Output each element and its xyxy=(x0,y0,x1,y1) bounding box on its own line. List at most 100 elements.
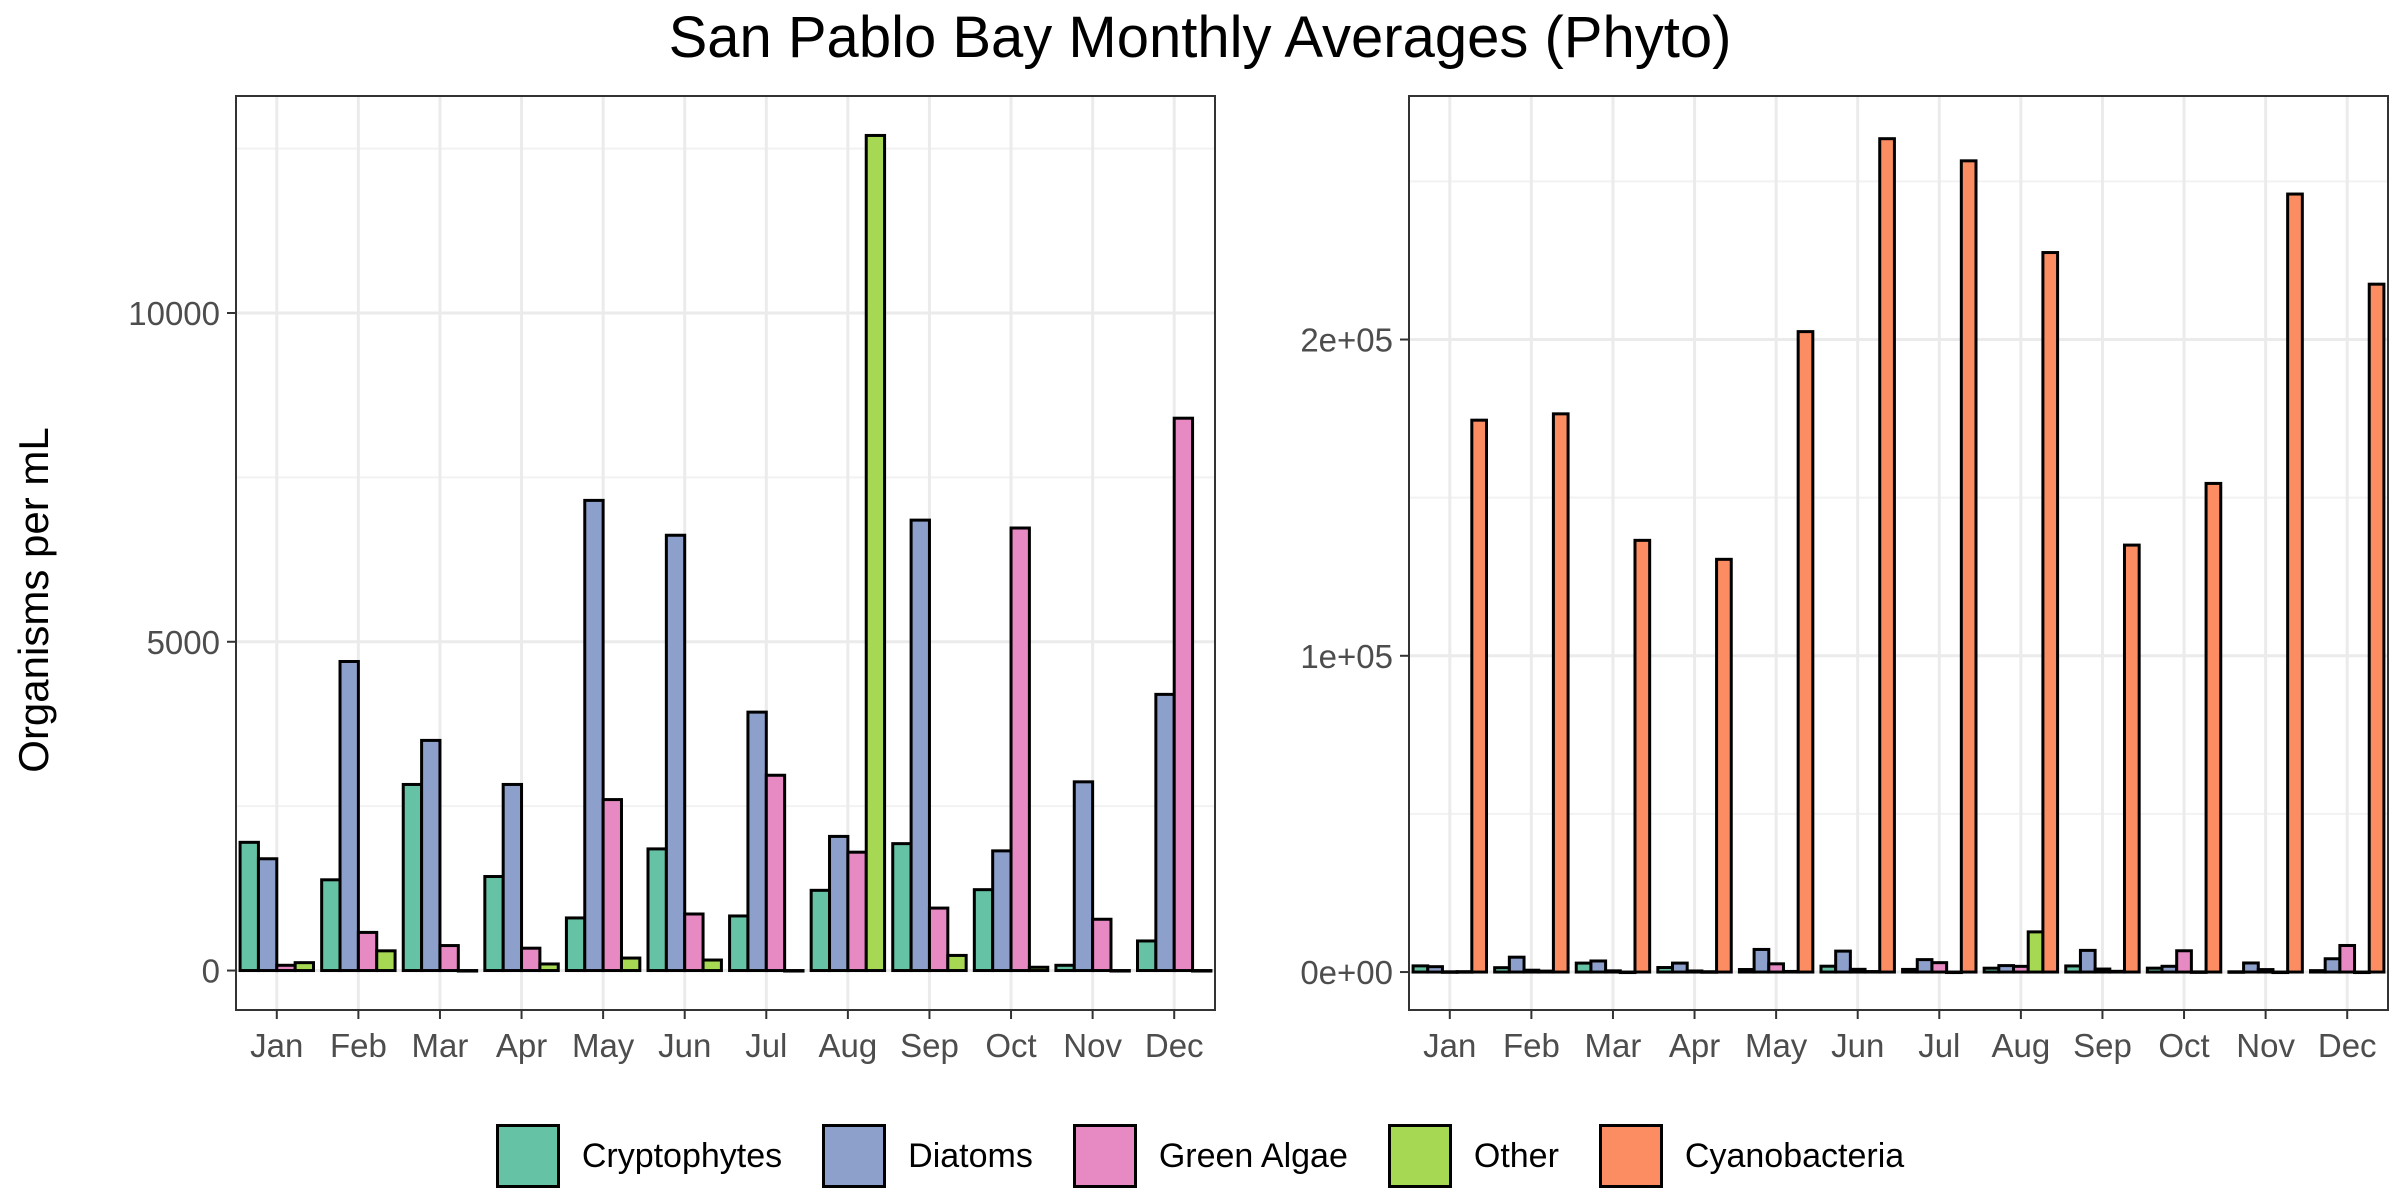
bar-cryptophytes-apr xyxy=(1656,966,1675,974)
legend-label: Diatoms xyxy=(908,1136,1033,1175)
x-tick-label: Aug xyxy=(819,1027,878,1064)
bar-other-jun xyxy=(701,958,723,973)
x-tick-label: Apr xyxy=(1669,1027,1720,1064)
bar-green-algae-jul xyxy=(764,773,787,973)
bar-cryptophytes-mar xyxy=(1574,961,1593,974)
bar-cyanobacteria-feb xyxy=(1551,412,1570,974)
bar-green-algae-feb xyxy=(1522,968,1541,974)
x-tick-label: Jun xyxy=(1831,1027,1884,1064)
legend-item-cyanobacteria: Cyanobacteria xyxy=(1598,1124,1905,1188)
legend-item-other: Other xyxy=(1387,1124,1559,1188)
bar-green-algae-mar xyxy=(1604,969,1622,974)
legend-item-diatoms: Diatoms xyxy=(822,1124,1033,1188)
bar-cryptophytes-sep xyxy=(891,842,913,973)
x-tick-label: Jan xyxy=(1423,1027,1476,1064)
x-tick-label: Oct xyxy=(2158,1027,2209,1064)
bar-other-apr xyxy=(538,962,560,973)
bar-cyanobacteria-dec xyxy=(2367,282,2386,974)
bar-cryptophytes-oct xyxy=(972,888,995,973)
bar-green-algae-apr xyxy=(520,946,542,973)
x-tick-label: Apr xyxy=(496,1027,547,1064)
x-tick-label: Oct xyxy=(985,1027,1036,1064)
x-tick-label: Mar xyxy=(1585,1027,1642,1064)
bar-cyanobacteria-apr xyxy=(1715,557,1733,974)
bar-diatoms-jan xyxy=(256,857,279,973)
bar-diatoms-feb xyxy=(1507,955,1526,974)
x-tick-label: Nov xyxy=(1063,1027,1122,1064)
bar-other-feb xyxy=(1537,969,1555,974)
bar-diatoms-feb xyxy=(338,659,360,973)
bar-green-algae-sep xyxy=(927,906,950,973)
bar-green-algae-jun xyxy=(683,912,705,973)
y-tick-label: 1e+05 xyxy=(1300,638,1393,675)
bar-other-sep xyxy=(2108,969,2126,974)
legend-key-cryptophytes xyxy=(495,1124,560,1188)
bar-green-algae-aug xyxy=(846,850,868,973)
bar-diatoms-sep xyxy=(909,518,931,973)
bar-cryptophytes-dec xyxy=(2308,969,2327,974)
bar-green-algae-sep xyxy=(2093,967,2112,974)
legend-label: Cyanobacteria xyxy=(1684,1136,1905,1175)
bar-other-oct xyxy=(1027,965,1050,973)
legend-key-other xyxy=(1387,1124,1452,1188)
bar-diatoms-apr xyxy=(501,782,524,973)
bar-other-may xyxy=(1781,969,1800,974)
bar-diatoms-jul xyxy=(746,710,768,973)
legend: Cryptophytes Diatoms Green Algae Other C… xyxy=(0,1116,2400,1196)
chart-area: 0 5000 10000 Jan Feb Mar Apr May Jun Jul Aug Sep Oct… xyxy=(128,95,2389,1064)
bar-diatoms-mar xyxy=(420,738,442,973)
bar-other-oct xyxy=(2189,970,2208,974)
bar-green-algae-dec xyxy=(1172,416,1195,973)
bar-diatoms-jun xyxy=(1834,949,1852,974)
bar-cyanobacteria-jun xyxy=(1878,137,1896,974)
bar-cyanobacteria-jan xyxy=(1470,418,1489,974)
bar-green-algae-nov xyxy=(1091,917,1113,973)
legend-label: Cryptophytes xyxy=(581,1136,783,1175)
bar-diatoms-nov xyxy=(2242,961,2260,974)
bar-diatoms-sep xyxy=(2078,948,2097,974)
x-tick-label: Jan xyxy=(250,1027,303,1064)
bar-cryptophytes-oct xyxy=(2145,966,2164,974)
bar-cryptophytes-dec xyxy=(1135,939,1158,973)
panel-border xyxy=(235,95,1216,1011)
bar-diatoms-aug xyxy=(828,834,850,973)
chart-title: San Pablo Bay Monthly Averages (Phyto) xyxy=(668,5,1732,70)
bar-green-algae-feb xyxy=(356,930,379,973)
bar-diatoms-may xyxy=(1752,947,1771,974)
x-tick-label: May xyxy=(572,1027,635,1064)
bar-green-algae-mar xyxy=(438,944,460,973)
bar-other-jul xyxy=(1945,970,1963,975)
legend-key-cyanobacteria xyxy=(1598,1124,1663,1188)
bar-other-jan xyxy=(293,961,316,973)
x-tick-label: Aug xyxy=(1992,1027,2051,1064)
bar-cyanobacteria-aug xyxy=(2041,251,2060,974)
x-tick-label: May xyxy=(1745,1027,1808,1064)
bar-other-feb xyxy=(375,949,397,973)
bar-green-algae-jul xyxy=(1930,961,1949,974)
x-tick-label: Nov xyxy=(2236,1027,2295,1064)
bar-green-algae-may xyxy=(1767,962,1785,974)
y-tick-label: 0 xyxy=(202,953,220,990)
bar-cryptophytes-jun xyxy=(646,847,668,973)
panel-border xyxy=(1408,95,2389,1011)
bar-green-algae-nov xyxy=(2256,968,2275,974)
bar-green-algae-jan xyxy=(1440,970,1459,974)
bar-green-algae-jun xyxy=(1848,967,1867,974)
bar-diatoms-jun xyxy=(664,533,687,973)
legend-item-green-algae: Green Algae xyxy=(1072,1124,1348,1188)
bar-other-jul xyxy=(783,969,805,973)
x-tick-label: Dec xyxy=(1145,1027,1204,1064)
bar-diatoms-nov xyxy=(1072,780,1095,973)
x-tick-label: Jul xyxy=(1918,1027,1960,1064)
bar-cryptophytes-sep xyxy=(2064,964,2082,974)
bar-cryptophytes-feb xyxy=(1493,966,1511,974)
bar-green-algae-dec xyxy=(2338,943,2357,974)
x-tick-label: Feb xyxy=(330,1027,387,1064)
x-tick-label: Dec xyxy=(2318,1027,2377,1064)
bar-other-may xyxy=(619,956,642,973)
bar-cyanobacteria-may xyxy=(1796,330,1815,974)
bar-other-mar xyxy=(456,969,479,973)
bar-cryptophytes-may xyxy=(564,916,587,973)
bar-other-mar xyxy=(1618,970,1637,975)
bar-other-apr xyxy=(1700,970,1719,974)
